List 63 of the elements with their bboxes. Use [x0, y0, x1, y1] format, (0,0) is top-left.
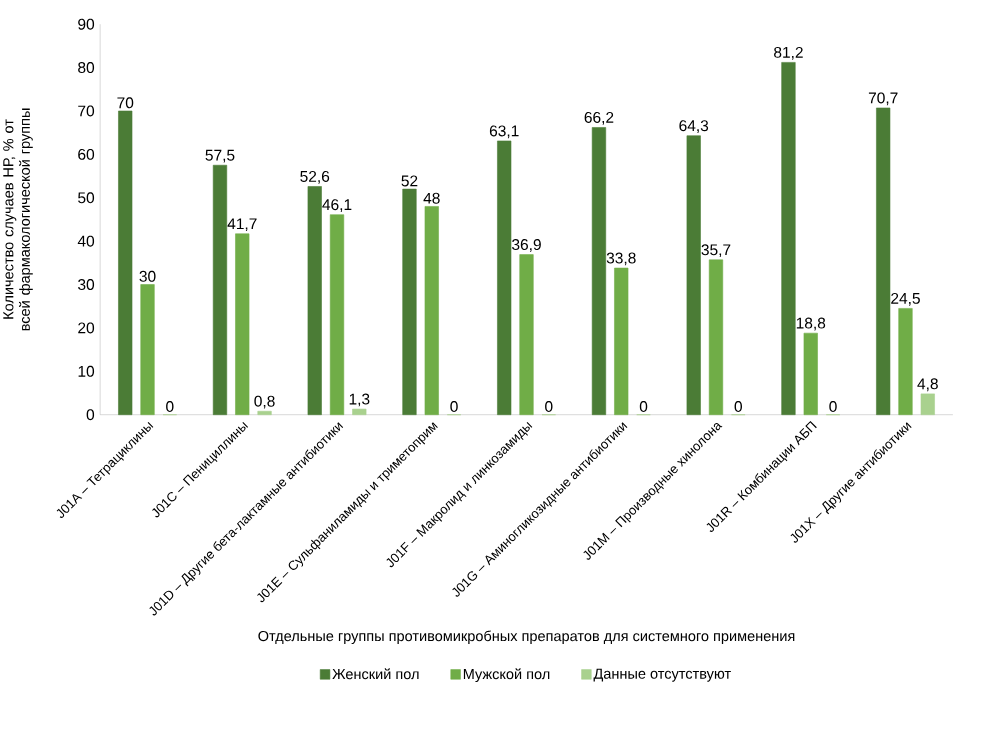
- y-tick-label: 60: [78, 148, 95, 160]
- bar: [876, 107, 891, 415]
- bar: [118, 110, 133, 415]
- bar: [497, 140, 512, 415]
- y-tick-label: 10: [78, 365, 95, 377]
- data-label: 0: [450, 401, 458, 412]
- data-label: 0,8: [254, 395, 275, 409]
- bar: [781, 62, 796, 415]
- data-label: 18,8: [796, 317, 826, 331]
- data-label: 24,5: [891, 292, 920, 306]
- y-tick-label: 50: [78, 192, 95, 204]
- bar: [352, 408, 367, 415]
- legend-label: Женский пол: [332, 668, 419, 680]
- y-tick-label: 80: [78, 62, 95, 74]
- data-label: 0: [639, 401, 648, 412]
- data-label: 66,2: [584, 111, 614, 125]
- data-label: 64,3: [679, 120, 709, 134]
- data-label: 0: [166, 401, 174, 412]
- bar: [519, 254, 534, 415]
- data-label: 70: [117, 97, 134, 109]
- data-label: 1,3: [349, 393, 370, 407]
- y-tick-label: 70: [78, 105, 95, 117]
- y-tick-label: 20: [78, 322, 95, 334]
- bar: [424, 206, 439, 415]
- y-tick-label: 0: [86, 409, 95, 421]
- data-label: 0: [545, 401, 553, 412]
- data-label: 41,7: [227, 218, 257, 232]
- bar: [140, 284, 155, 415]
- y-axis-title: Количество случаев НР, % от всей фармакологической группы: [3, 108, 33, 331]
- data-label: 4,8: [917, 378, 938, 392]
- y-tick-label: 40: [77, 235, 95, 247]
- data-label: 81,2: [774, 46, 803, 60]
- data-label: 63,1: [489, 125, 519, 139]
- bar: [920, 393, 935, 415]
- y-tick-label: 90: [78, 18, 95, 30]
- bar: [307, 186, 322, 415]
- data-label: 52,6: [300, 170, 330, 184]
- data-label: 57,5: [205, 149, 235, 163]
- data-label: 0: [829, 401, 837, 412]
- bar: [329, 214, 345, 415]
- data-label: 70,7: [868, 92, 898, 106]
- bar: [402, 188, 417, 415]
- bar: [686, 135, 701, 415]
- y-tick-label: 30: [78, 279, 95, 291]
- data-label: 0: [734, 401, 742, 412]
- bar: [803, 332, 818, 415]
- data-label: 52: [401, 175, 418, 187]
- x-axis-title: Отдельные группы противомикробных препаратов для системного применения: [258, 630, 795, 645]
- bar: [614, 267, 629, 415]
- data-label: 36,9: [512, 239, 541, 252]
- bar: [708, 259, 724, 415]
- bar: [898, 308, 913, 415]
- data-label: 46,1: [322, 199, 352, 212]
- legend-label: Данные отсутствуют: [593, 668, 731, 682]
- bar: [212, 164, 228, 415]
- data-label: 48: [423, 192, 440, 204]
- data-label: 30: [139, 270, 156, 282]
- legend-label: Мужской пол: [463, 668, 550, 683]
- bar: [257, 410, 272, 415]
- data-label: 33,8: [606, 252, 636, 266]
- bar: [591, 127, 607, 415]
- bar: [235, 233, 250, 415]
- data-label: 35,7: [701, 244, 731, 258]
